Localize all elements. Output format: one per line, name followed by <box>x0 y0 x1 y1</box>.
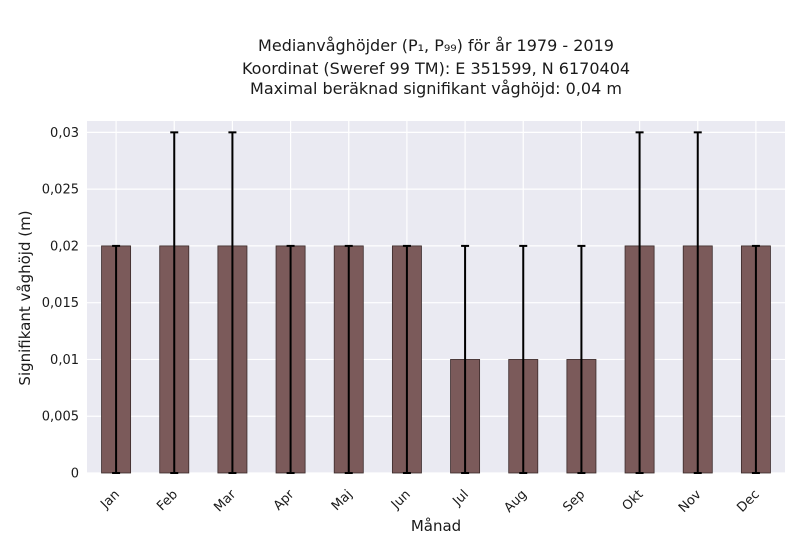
x-tick-label-aug: Aug <box>502 487 531 516</box>
error-bar-maj <box>344 244 353 474</box>
error-bar-jun <box>402 244 411 474</box>
error-bar-nov <box>693 131 702 474</box>
x-tick-label-sep: Sep <box>560 487 588 515</box>
error-bar-jan <box>112 244 121 474</box>
x-axis-label: Månad <box>411 517 461 535</box>
x-tick-label-jun: Jun <box>388 487 414 513</box>
y-axis-label: Signifikant våghöjd (m) <box>16 210 34 385</box>
x-tick-label-apr: Apr <box>271 487 298 514</box>
y-tick-label: 0,015 <box>42 296 79 311</box>
error-bar-apr <box>286 244 295 474</box>
x-tick-label-nov: Nov <box>676 487 705 516</box>
x-tick-label-dec: Dec <box>734 487 762 515</box>
x-tick-label-mar: Mar <box>211 487 239 515</box>
chart-title: Medianvåghöjder (P₁, P₉₉) för år 1979 - … <box>242 36 630 98</box>
title-line-2: Koordinat (Sweref 99 TM): E 351599, N 61… <box>242 59 630 78</box>
y-tick-label: 0,02 <box>50 239 79 254</box>
y-tick-label: 0 <box>71 467 79 482</box>
title-line-3: Maximal beräknad signifikant våghöjd: 0,… <box>250 79 622 98</box>
x-tick-label-jul: Jul <box>450 487 472 509</box>
error-bar-feb <box>170 131 179 474</box>
x-tick-label-maj: Maj <box>329 487 356 514</box>
error-bar-aug <box>519 244 528 474</box>
x-tick-labels: Jan Feb Mar Apr Maj Jun Jul Aug Sep Okt Nov Dec <box>97 487 762 516</box>
error-bar-dec <box>751 244 760 474</box>
y-tick-labels: 0 0,005 0,01 0,015 0,02 0,025 0,03 <box>42 126 79 482</box>
plot-area <box>87 121 785 473</box>
x-tick-label-okt: Okt <box>620 487 647 514</box>
title-line-1: Medianvåghöjder (P₁, P₉₉) för år 1979 - … <box>258 36 614 55</box>
y-tick-label: 0,01 <box>50 353 79 368</box>
error-bar-mar <box>228 131 237 474</box>
error-bar-okt <box>635 131 644 474</box>
y-tick-label: 0,025 <box>42 183 79 198</box>
x-tick-label-jan: Jan <box>97 487 122 512</box>
error-bar-jul <box>461 244 470 474</box>
y-tick-label: 0,03 <box>50 126 79 141</box>
error-bar-sep <box>577 244 586 474</box>
error-bars-group <box>112 131 760 474</box>
y-tick-label: 0,005 <box>42 410 79 425</box>
x-tick-label-feb: Feb <box>154 487 181 514</box>
